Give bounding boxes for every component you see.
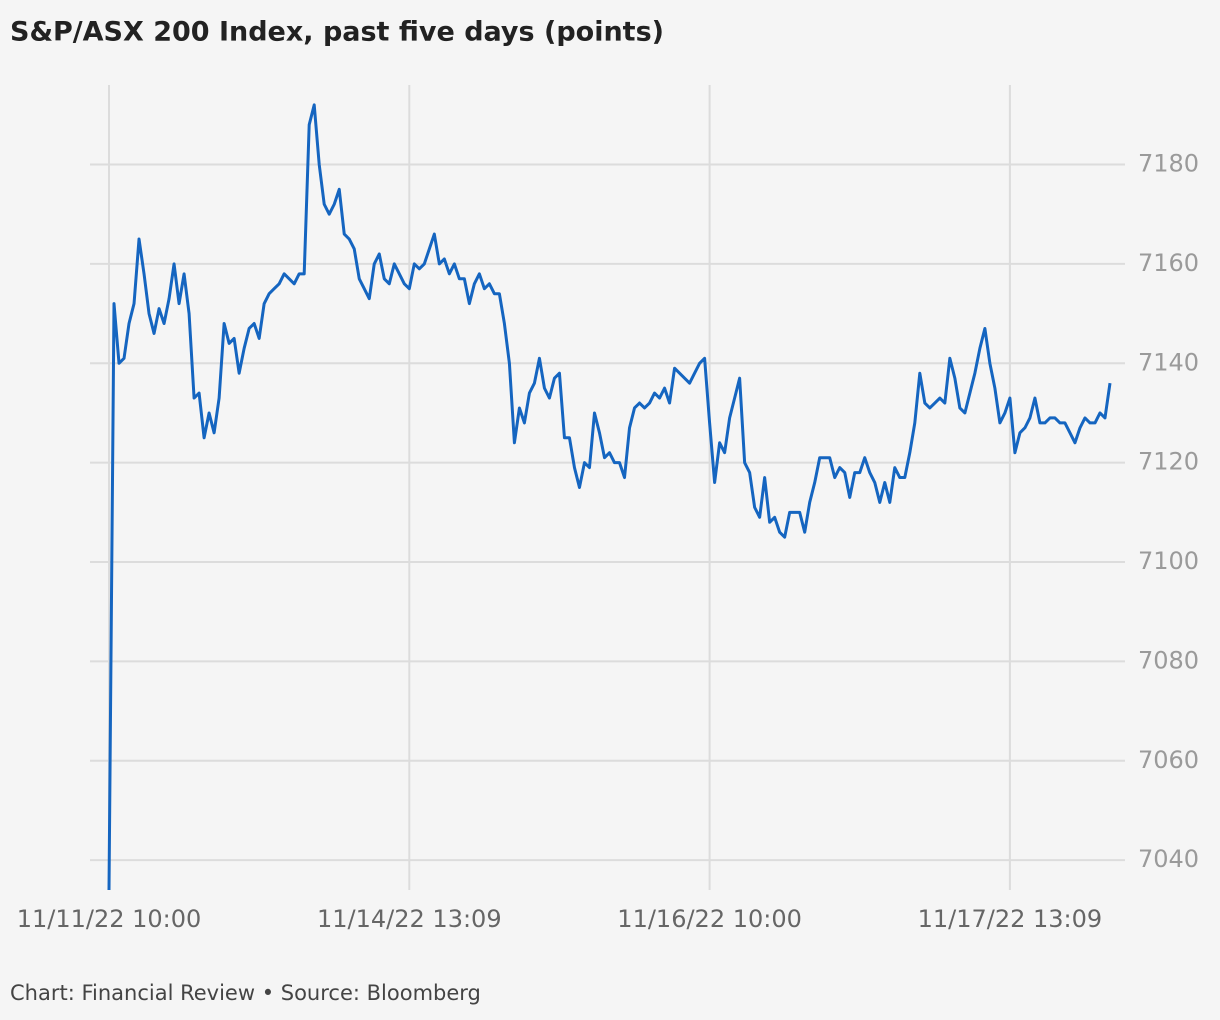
chart-title: S&P/ASX 200 Index, past five days (point… [10, 17, 664, 48]
x-tick-label: 11/14/22 13:09 [317, 905, 502, 933]
y-tick-label: 7100 [1138, 547, 1199, 575]
y-tick-label: 7140 [1138, 348, 1199, 376]
y-tick-label: 7180 [1138, 150, 1199, 178]
line-series [107, 103, 1112, 891]
x-tick-label: 11/16/22 10:00 [617, 905, 802, 933]
y-tick-label: 7160 [1138, 249, 1199, 277]
x-tick-label: 11/17/22 13:09 [918, 905, 1103, 933]
y-tick-label: 7060 [1138, 746, 1199, 774]
y-tick-label: 7120 [1138, 448, 1199, 476]
x-tick-label: 11/11/22 10:00 [17, 905, 202, 933]
y-tick-label: 7080 [1138, 646, 1199, 674]
y-tick-label: 7040 [1138, 845, 1199, 873]
chart-footer: Chart: Financial Review • Source: Bloomb… [10, 981, 481, 1005]
